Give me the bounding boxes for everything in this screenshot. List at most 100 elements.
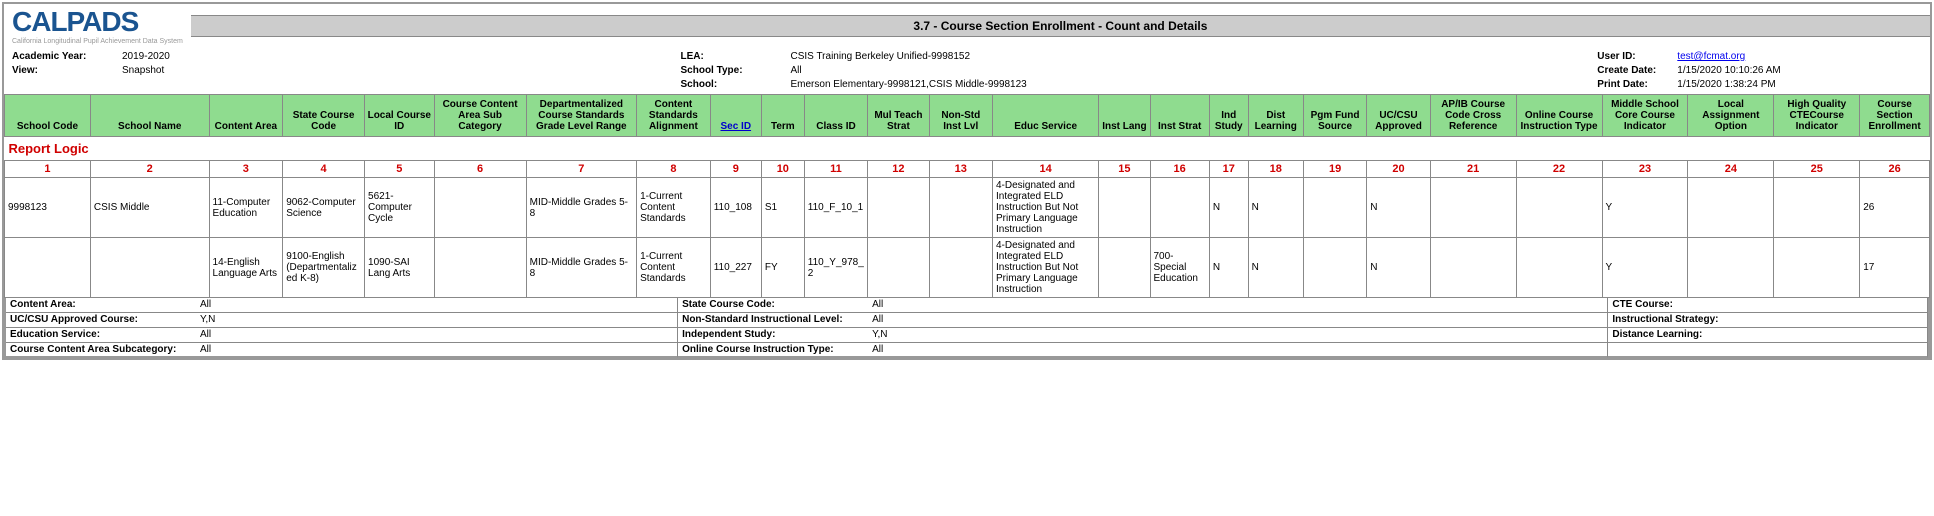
col-number: 3 <box>209 161 283 178</box>
table-cell: 14-English Language Arts <box>209 238 283 298</box>
table-cell: N <box>1248 238 1303 298</box>
col-header: UC/CSU Approved <box>1367 95 1430 137</box>
table-cell: MID-Middle Grades 5-8 <box>526 238 636 298</box>
table-cell: 110_108 <box>710 178 761 238</box>
col-header: Course Section Enrollment <box>1860 95 1930 137</box>
footer-col-3: CTE Course:Instructional Strategy:Distan… <box>1608 298 1930 358</box>
table-cell <box>1099 238 1150 298</box>
school-type-label: School Type: <box>681 65 791 76</box>
table-cell <box>434 178 526 238</box>
academic-year-label: Academic Year: <box>12 51 122 62</box>
table-cell <box>1430 178 1516 238</box>
footer-col-1: Content Area:AllUC/CSU Approved Course:Y… <box>4 298 678 358</box>
table-cell: 1-Current Content Standards <box>637 178 711 238</box>
report-footer: Content Area:AllUC/CSU Approved Course:Y… <box>4 298 1930 358</box>
logo-subtitle: California Longitudinal Pupil Achievemen… <box>12 38 183 45</box>
user-id-link[interactable]: test@fcmat.org <box>1677 51 1745 62</box>
col-header: Sec ID <box>710 95 761 137</box>
footer-label: Independent Study: <box>682 329 872 341</box>
table-cell <box>1688 178 1774 238</box>
table-row: 14-English Language Arts9100-English (De… <box>5 238 1930 298</box>
table-cell <box>1774 238 1860 298</box>
column-header-row: School CodeSchool NameContent AreaState … <box>5 95 1930 137</box>
col-header: Middle School Core Course Indicator <box>1602 95 1688 137</box>
col-header: Departmentalized Course Standards Grade … <box>526 95 636 137</box>
col-number: 18 <box>1248 161 1303 178</box>
col-number: 5 <box>365 161 435 178</box>
table-cell: N <box>1367 238 1430 298</box>
table-cell: 110_Y_978_2 <box>804 238 867 298</box>
col-number: 19 <box>1303 161 1366 178</box>
logo-text: CALPADS <box>12 6 138 37</box>
table-cell: 11-Computer Education <box>209 178 283 238</box>
lea-label: LEA: <box>681 51 791 62</box>
col-header: Online Course Instruction Type <box>1516 95 1602 137</box>
col-header: Course Content Area Sub Category <box>434 95 526 137</box>
user-id-label: User ID: <box>1597 51 1677 62</box>
table-cell: Y <box>1602 238 1688 298</box>
header-col-2: LEA:CSIS Training Berkeley Unified-99981… <box>681 51 1598 90</box>
table-cell <box>1303 238 1366 298</box>
table-cell: S1 <box>761 178 804 238</box>
col-header: Term <box>761 95 804 137</box>
table-cell: 17 <box>1860 238 1930 298</box>
footer-label: State Course Code: <box>682 299 872 311</box>
footer-row: State Course Code:All <box>678 298 1608 313</box>
sec-id-link[interactable]: Sec ID <box>720 121 751 132</box>
col-number: 1 <box>5 161 91 178</box>
footer-label: Online Course Instruction Type: <box>682 344 872 355</box>
school-value: Emerson Elementary-9998121,CSIS Middle-9… <box>791 79 1027 90</box>
report-container: CALPADS California Longitudinal Pupil Ac… <box>2 2 1932 360</box>
footer-label: Distance Learning: <box>1612 329 1802 341</box>
footer-label <box>1612 344 1802 355</box>
col-number: 16 <box>1150 161 1209 178</box>
col-header: Local Course ID <box>365 95 435 137</box>
table-cell: N <box>1248 178 1303 238</box>
col-header: Educ Service <box>992 95 1098 137</box>
col-number: 7 <box>526 161 636 178</box>
col-header: High Quality CTECourse Indicator <box>1774 95 1860 137</box>
table-cell: 1-Current Content Standards <box>637 238 711 298</box>
footer-value: All <box>872 299 883 311</box>
footer-label: Non-Standard Instructional Level: <box>682 314 872 326</box>
report-header: Academic Year:2019-2020 View:Snapshot LE… <box>4 47 1930 94</box>
col-header: Dist Learning <box>1248 95 1303 137</box>
report-title: 3.7 - Course Section Enrollment - Count … <box>191 15 1930 37</box>
col-number: 21 <box>1430 161 1516 178</box>
table-cell: 5621-Computer Cycle <box>365 178 435 238</box>
table-cell: 9998123 <box>5 178 91 238</box>
col-header: Mul Teach Strat <box>868 95 929 137</box>
print-date-label: Print Date: <box>1597 79 1677 90</box>
col-number: 24 <box>1688 161 1774 178</box>
column-number-row: 1234567891011121314151617181920212223242… <box>5 161 1930 178</box>
col-number: 13 <box>929 161 992 178</box>
col-number: 12 <box>868 161 929 178</box>
table-cell: N <box>1367 178 1430 238</box>
table-body: Report Logic 123456789101112131415161718… <box>5 137 1930 298</box>
view-value: Snapshot <box>122 65 164 76</box>
col-number: 22 <box>1516 161 1602 178</box>
footer-label: Education Service: <box>10 329 200 341</box>
table-cell: 700-Special Education <box>1150 238 1209 298</box>
footer-value: Y,N <box>200 314 215 326</box>
col-header: Inst Strat <box>1150 95 1209 137</box>
table-cell <box>1516 238 1602 298</box>
col-header: School Code <box>5 95 91 137</box>
footer-label: UC/CSU Approved Course: <box>10 314 200 326</box>
header-col-1: Academic Year:2019-2020 View:Snapshot <box>12 51 681 90</box>
footer-label: CTE Course: <box>1612 299 1802 311</box>
footer-row <box>1608 343 1928 358</box>
col-number: 2 <box>90 161 209 178</box>
col-header: State Course Code <box>283 95 365 137</box>
table-cell: N <box>1209 238 1248 298</box>
col-number: 9 <box>710 161 761 178</box>
table-cell <box>5 238 91 298</box>
table-cell <box>1099 178 1150 238</box>
table-cell: 26 <box>1860 178 1930 238</box>
footer-value: All <box>200 299 211 311</box>
footer-row: Course Content Area Subcategory:All <box>6 343 678 358</box>
col-header: AP/IB Course Code Cross Reference <box>1430 95 1516 137</box>
table-cell <box>868 178 929 238</box>
table-cell <box>1774 178 1860 238</box>
view-label: View: <box>12 65 122 76</box>
